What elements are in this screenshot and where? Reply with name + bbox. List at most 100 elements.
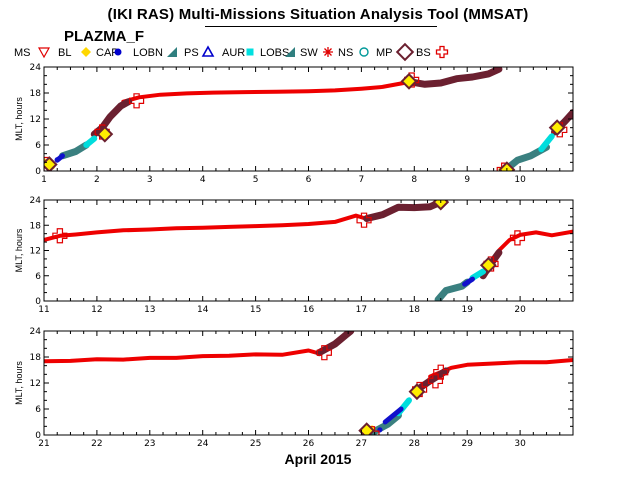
series-ns-segment-2 bbox=[496, 229, 573, 253]
x-tick-label-30: 30 bbox=[514, 439, 526, 449]
legend-symbol-mp-icon bbox=[359, 47, 369, 57]
chart-panel-2: 11 12 13 14 15 16 17 18 19 20 0 6 12 18 24 MLT, hours bbox=[14, 196, 574, 315]
title-underline bbox=[205, 26, 437, 27]
panel-2-data bbox=[44, 200, 573, 301]
series-lobs-segment-2 bbox=[538, 133, 555, 153]
legend-title: MS bbox=[14, 47, 31, 59]
legend-symbol-lobs-icon bbox=[246, 48, 254, 56]
cross-marker-1 bbox=[316, 345, 332, 361]
series-sw-segment-2 bbox=[405, 67, 503, 88]
bs-marker-1 bbox=[432, 200, 450, 211]
series-ns-segment-1 bbox=[121, 81, 406, 104]
y-tick-label-18: 18 bbox=[30, 89, 42, 99]
panel-2-frame bbox=[43, 199, 574, 302]
y-tick-label-24: 24 bbox=[30, 327, 42, 337]
series-lobn-segment-1 bbox=[462, 276, 475, 287]
cross-marker-4 bbox=[509, 230, 526, 246]
x-tick-label-19: 19 bbox=[461, 305, 473, 315]
series-ns-segment-1 bbox=[44, 348, 322, 364]
x-tick-label-17: 17 bbox=[356, 305, 367, 315]
cross-marker-1 bbox=[52, 228, 68, 244]
y-tick-label-0: 0 bbox=[35, 431, 41, 441]
series-lobn-segment-1 bbox=[382, 406, 404, 425]
y-tick-label-12: 12 bbox=[30, 247, 41, 257]
x-tick-label-24: 24 bbox=[197, 439, 209, 449]
y-tick-label-12: 12 bbox=[30, 115, 41, 125]
legend-symbol-lobn-icon bbox=[114, 48, 122, 56]
x-tick-label-27: 27 bbox=[356, 439, 367, 449]
bs-marker-5 bbox=[548, 119, 566, 137]
legend-symbol-ns-icon bbox=[323, 47, 333, 57]
x-tick-label-7: 7 bbox=[359, 175, 365, 185]
legend-label-bs: BS bbox=[416, 47, 431, 59]
legend-symbol-bl-icon bbox=[37, 47, 51, 59]
x-tick-label-4: 4 bbox=[200, 175, 206, 185]
series-lobs-segment-1 bbox=[469, 268, 487, 281]
cross-marker-5 bbox=[433, 364, 449, 380]
x-tick-label-20: 20 bbox=[514, 305, 526, 315]
x-axis-caption: April 2015 bbox=[284, 451, 352, 467]
y-tick-label-18: 18 bbox=[30, 221, 42, 231]
app-title: (IKI RAS) Multi-Missions Situation Analy… bbox=[107, 6, 529, 23]
legend-label-lobs: LOBS bbox=[260, 47, 289, 59]
series-ps-segment-1 bbox=[368, 412, 402, 435]
x-tick-label-23: 23 bbox=[144, 439, 155, 449]
legend-label-bl: BL bbox=[58, 47, 71, 59]
x-tick-label-22: 22 bbox=[91, 439, 102, 449]
y-axis-label: MLT, hours bbox=[14, 97, 24, 141]
panel-1-frame bbox=[43, 66, 574, 172]
x-tick-label-25: 25 bbox=[250, 439, 261, 449]
series-lobs-segment-1 bbox=[83, 135, 98, 148]
legend-label-mp: MP bbox=[376, 47, 393, 59]
x-tick-label-21: 21 bbox=[38, 439, 49, 449]
legend-label-cap: CAP bbox=[96, 47, 119, 59]
legend-label-lobn: LOBN bbox=[133, 47, 163, 59]
x-tick-label-26: 26 bbox=[303, 439, 315, 449]
series-ps-segment-2 bbox=[503, 143, 550, 171]
bs-marker-2 bbox=[479, 256, 497, 274]
y-tick-label-18: 18 bbox=[30, 353, 42, 363]
x-tick-label-10: 10 bbox=[514, 175, 526, 185]
y-tick-label-6: 6 bbox=[35, 405, 41, 415]
x-tick-label-18: 18 bbox=[409, 305, 421, 315]
x-tick-label-29: 29 bbox=[461, 439, 473, 449]
x-tick-label-5: 5 bbox=[253, 175, 259, 185]
x-tick-label-2: 2 bbox=[94, 175, 100, 185]
legend-label-ps: PS bbox=[184, 47, 199, 59]
series-sw-segment-1 bbox=[363, 200, 445, 222]
series-ns-segment-1 bbox=[44, 213, 369, 242]
legend-label-ns: NS bbox=[338, 47, 353, 59]
panel-3-frame bbox=[43, 330, 574, 436]
legend-symbol-sw-icon bbox=[285, 47, 295, 57]
cross-marker-3 bbox=[411, 381, 428, 398]
y-axis-label: MLT, hours bbox=[14, 228, 24, 272]
x-tick-label-15: 15 bbox=[250, 305, 261, 315]
legend-symbol-cap-icon bbox=[81, 47, 91, 57]
x-tick-label-13: 13 bbox=[144, 305, 155, 315]
lobn-point-1 bbox=[54, 157, 60, 163]
y-tick-label-6: 6 bbox=[35, 141, 41, 151]
legend-symbol-bs-icon bbox=[395, 42, 415, 62]
x-tick-label-28: 28 bbox=[409, 439, 421, 449]
y-tick-label-24: 24 bbox=[30, 63, 42, 73]
bs-marker-2 bbox=[96, 125, 114, 143]
x-tick-label-1: 1 bbox=[41, 175, 47, 185]
y-tick-label-6: 6 bbox=[35, 272, 41, 282]
legend-symbol-cross-icon bbox=[435, 45, 449, 59]
x-tick-label-12: 12 bbox=[91, 305, 102, 315]
y-tick-label-12: 12 bbox=[30, 379, 41, 389]
panel-1-data bbox=[44, 67, 573, 171]
bs-marker-4 bbox=[498, 161, 516, 171]
series-ns-segment-2 bbox=[428, 358, 573, 379]
x-tick-label-3: 3 bbox=[147, 175, 153, 185]
series-sw-segment-1 bbox=[315, 331, 355, 357]
legend-label-aur: AUR bbox=[222, 47, 245, 59]
y-tick-label-24: 24 bbox=[30, 196, 42, 206]
y-tick-label-0: 0 bbox=[35, 297, 41, 307]
cross-marker-3 bbox=[128, 93, 145, 109]
legend-symbol-ps-icon bbox=[167, 47, 177, 57]
x-tick-label-16: 16 bbox=[303, 305, 315, 315]
mission-name: PLAZMA_F bbox=[64, 28, 144, 45]
